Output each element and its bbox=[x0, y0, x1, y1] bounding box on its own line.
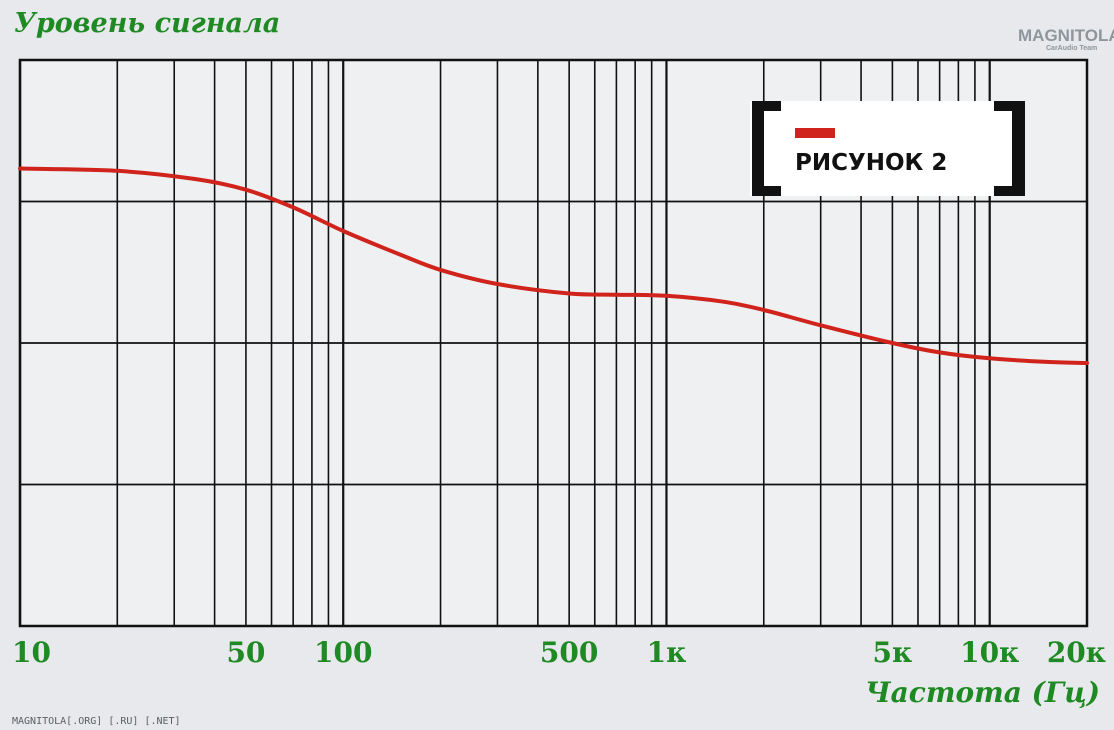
x-tick-label: 100 bbox=[314, 636, 372, 669]
credit-text: MAGNITOLA[.ORG] [.RU] [.NET] bbox=[12, 716, 181, 727]
badge-left-bracket bbox=[752, 101, 781, 196]
badge-text: РИСУНОК 2 bbox=[795, 150, 947, 176]
x-tick-labels: 10 50 100 500 1к 5к 10к 20к bbox=[12, 636, 1106, 669]
plot-border bbox=[18, 58, 1089, 628]
badge-accent-bar bbox=[795, 128, 835, 138]
x-tick-label: 500 bbox=[540, 636, 598, 669]
x-tick-label: 5к bbox=[873, 636, 913, 669]
series-line bbox=[18, 166, 1089, 365]
figure-badge: РИСУНОК 2 bbox=[750, 101, 1025, 196]
x-tick-label: 20к bbox=[1047, 636, 1106, 669]
badge-box bbox=[750, 101, 1025, 196]
x-axis-label: Частота (Гц) bbox=[865, 676, 1100, 709]
chart-title: Уровень сигнала bbox=[14, 8, 280, 39]
logo-subtext: CarAudio Team bbox=[1046, 45, 1097, 52]
badge-right-bracket bbox=[994, 101, 1025, 196]
series-layer bbox=[18, 166, 1089, 365]
x-tick-label: 10 bbox=[12, 636, 51, 669]
x-tick-label: 10к bbox=[960, 636, 1019, 669]
x-tick-label: 1к bbox=[647, 636, 687, 669]
magnitola-logo: MAGNITOLA CarAudio Team bbox=[1018, 26, 1114, 52]
logo-text: MAGNITOLA bbox=[1018, 26, 1114, 45]
grid bbox=[18, 60, 1088, 626]
x-tick-label: 50 bbox=[226, 636, 265, 669]
